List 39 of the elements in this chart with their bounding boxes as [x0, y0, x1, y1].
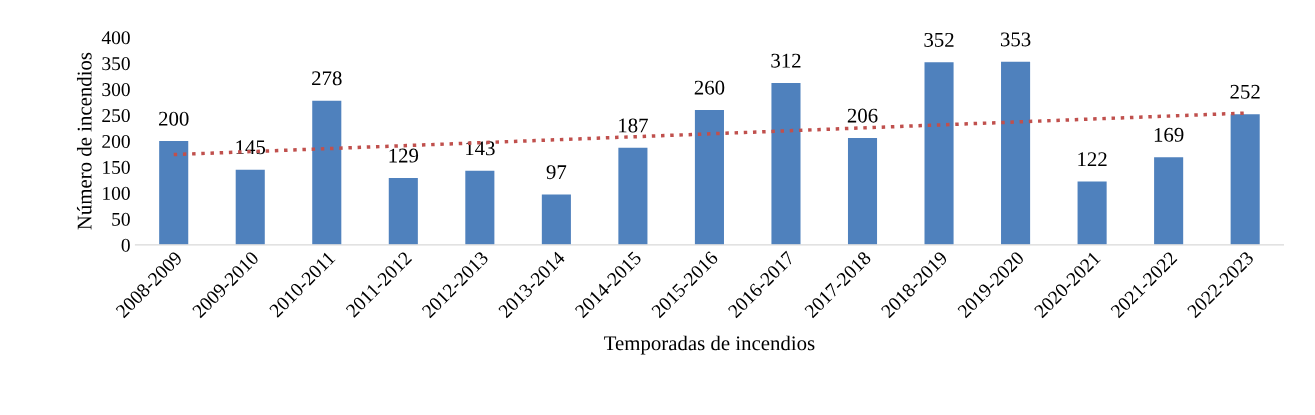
data-label: 252	[1230, 84, 1260, 99]
data-label: 353	[1000, 32, 1031, 47]
data-label: 122	[1078, 152, 1107, 167]
bar	[924, 62, 954, 245]
y-tick-label: 400	[101, 31, 130, 45]
data-label: 206	[847, 108, 878, 123]
bar	[388, 177, 418, 245]
data-label: 129	[389, 148, 419, 163]
bar	[1001, 61, 1031, 245]
y-tick-label: 0	[121, 238, 130, 252]
y-tick-label: 300	[102, 83, 130, 97]
data-label: 187	[619, 118, 648, 133]
data-label: 260	[694, 80, 725, 95]
data-label: 97	[546, 165, 567, 180]
y-tick-label: 250	[102, 108, 130, 123]
bar	[771, 83, 801, 245]
y-axis-title: Número de incendios	[76, 52, 92, 230]
data-label: 200	[159, 111, 189, 126]
y-tick-label: 350	[102, 57, 130, 71]
data-label: 278	[312, 71, 342, 86]
y-tick-label: 200	[102, 134, 130, 149]
bar	[159, 141, 189, 245]
bar	[847, 137, 878, 245]
bar	[312, 100, 342, 245]
y-tick-label: 100	[103, 186, 130, 200]
bar	[465, 170, 495, 245]
bar	[1077, 181, 1107, 245]
data-label: 352	[924, 32, 954, 47]
y-tick-label: 150	[103, 160, 130, 174]
data-label: 312	[771, 53, 801, 68]
data-label: 169	[1154, 127, 1184, 142]
bar	[541, 194, 571, 245]
bar	[618, 147, 648, 245]
bar	[694, 109, 724, 245]
bar	[1154, 157, 1184, 245]
y-tick-label: 50	[112, 212, 130, 226]
bar	[1230, 114, 1260, 245]
bar	[235, 169, 265, 245]
x-axis-title: Temporadas de incendios	[604, 335, 815, 355]
